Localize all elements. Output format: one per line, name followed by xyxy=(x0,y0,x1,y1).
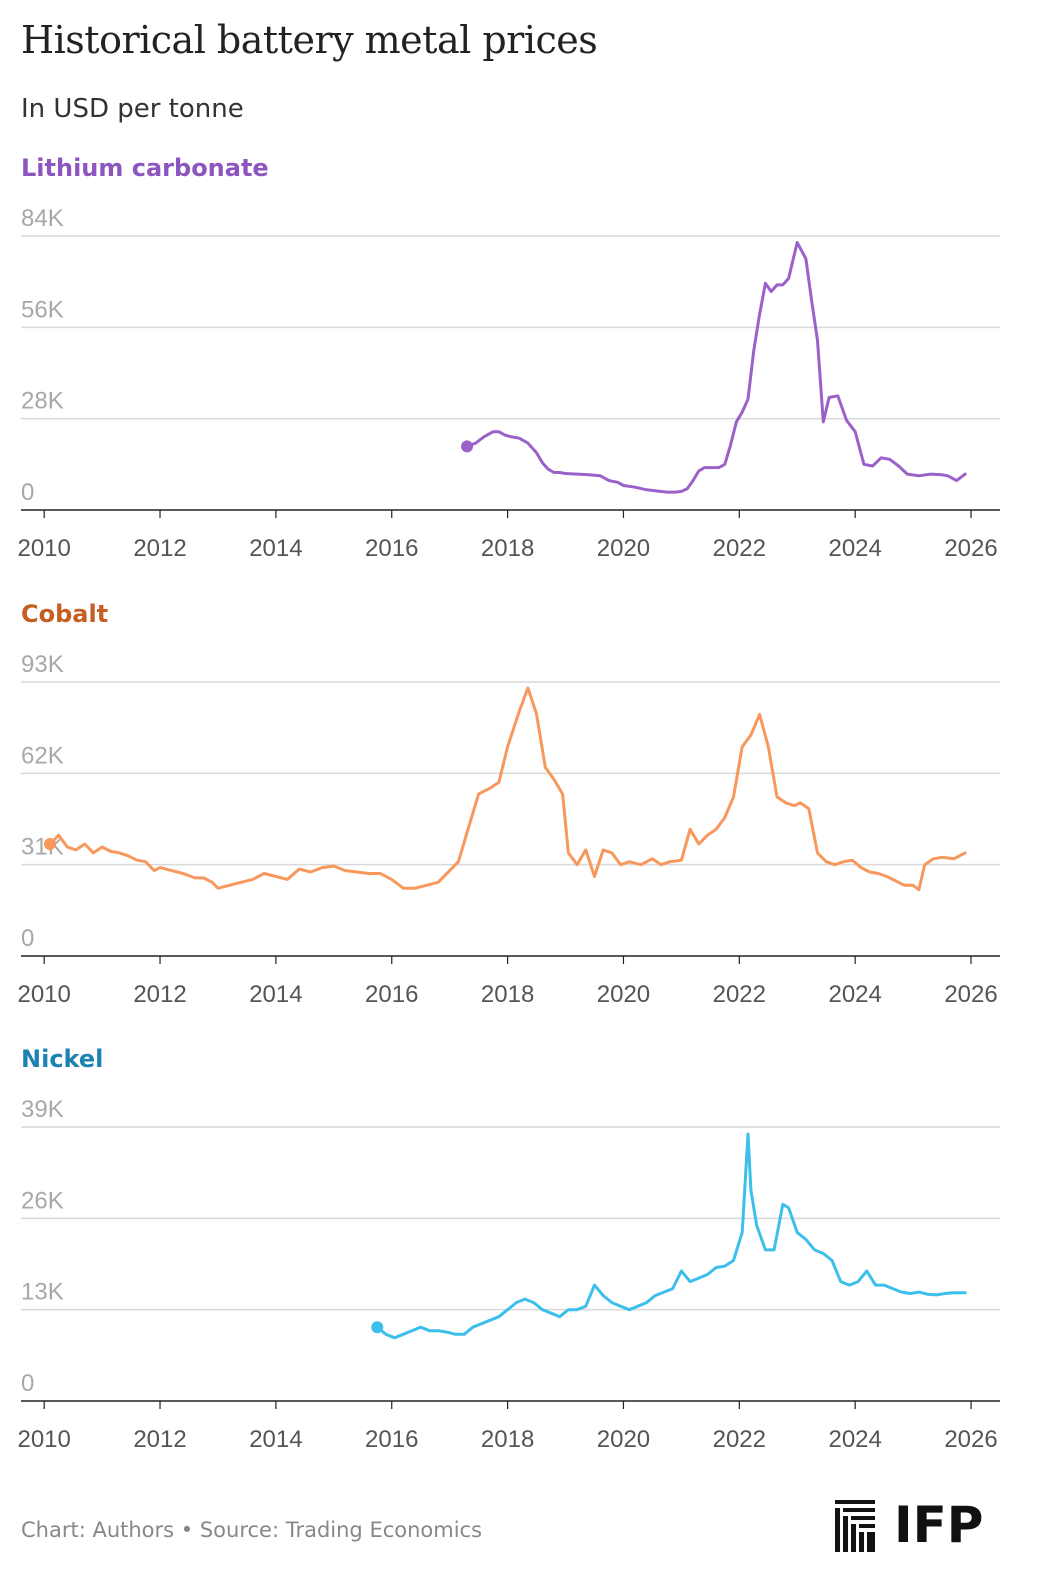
y-tick-label: 84K xyxy=(21,205,64,232)
y-tick-label: 0 xyxy=(21,479,34,506)
ifp-logo: IFP xyxy=(835,1496,983,1554)
x-tick-label: 2012 xyxy=(133,981,186,1008)
series-line xyxy=(465,241,967,494)
x-tick-label: 2016 xyxy=(365,1426,418,1453)
panel-title-nickel: Nickel xyxy=(21,1045,104,1073)
x-tick-label: 2026 xyxy=(944,1426,997,1453)
y-tick-label: 28K xyxy=(21,388,64,415)
series-start-marker xyxy=(461,440,474,453)
logo-text: IFP xyxy=(894,1496,983,1554)
y-tick-label: 0 xyxy=(21,925,34,952)
series-start-marker xyxy=(43,838,56,851)
y-tick-label: 56K xyxy=(21,296,64,323)
x-tick-label: 2012 xyxy=(133,535,186,562)
y-tick-label: 93K xyxy=(21,651,64,678)
nickel-chart: 0 13K 26K 39K 2010 2012 2014 2016 2018 2020 2022 20… xyxy=(17,1096,1000,1453)
panel-title-lithium: Lithium carbonate xyxy=(21,154,269,182)
x-tick-label: 2026 xyxy=(944,981,997,1008)
series-line xyxy=(48,686,967,892)
x-tick-label: 2014 xyxy=(249,1426,302,1453)
x-tick-label: 2022 xyxy=(713,981,766,1008)
x-tick-label: 2020 xyxy=(597,1426,650,1453)
x-tick-label: 2016 xyxy=(365,981,418,1008)
x-tick-label: 2016 xyxy=(365,535,418,562)
x-tick-label: 2022 xyxy=(713,535,766,562)
y-tick-label: 39K xyxy=(21,1096,64,1123)
y-tick-label: 26K xyxy=(21,1187,64,1214)
x-tick-label: 2010 xyxy=(17,1426,70,1453)
y-tick-label: 62K xyxy=(21,742,64,769)
x-tick-label: 2024 xyxy=(828,981,881,1008)
panel-title-cobalt: Cobalt xyxy=(21,600,109,628)
x-tick-label: 2014 xyxy=(249,535,302,562)
series-start-marker xyxy=(371,1321,384,1334)
x-tick-label: 2010 xyxy=(17,981,70,1008)
x-tick-label: 2020 xyxy=(597,535,650,562)
x-tick-label: 2026 xyxy=(944,535,997,562)
x-tick-label: 2010 xyxy=(17,535,70,562)
chart-title: Historical battery metal prices xyxy=(21,18,598,62)
x-tick-label: 2024 xyxy=(828,535,881,562)
chart-subtitle: In USD per tonne xyxy=(21,94,244,124)
series-line xyxy=(375,1132,967,1340)
x-tick-label: 2014 xyxy=(249,981,302,1008)
x-tick-label: 2020 xyxy=(597,981,650,1008)
y-tick-label: 13K xyxy=(21,1279,64,1306)
x-tick-label: 2024 xyxy=(828,1426,881,1453)
x-tick-label: 2018 xyxy=(481,535,534,562)
x-tick-label: 2012 xyxy=(133,1426,186,1453)
source-note: Chart: Authors • Source: Trading Economi… xyxy=(21,1518,483,1542)
y-tick-label: 0 xyxy=(21,1370,34,1397)
lithium-chart: 0 28K 56K 84K 2010 2012 2014 2016 2018 2020 2022 20… xyxy=(17,205,1000,562)
x-tick-label: 2018 xyxy=(481,981,534,1008)
x-tick-label: 2018 xyxy=(481,1426,534,1453)
x-tick-label: 2022 xyxy=(713,1426,766,1453)
